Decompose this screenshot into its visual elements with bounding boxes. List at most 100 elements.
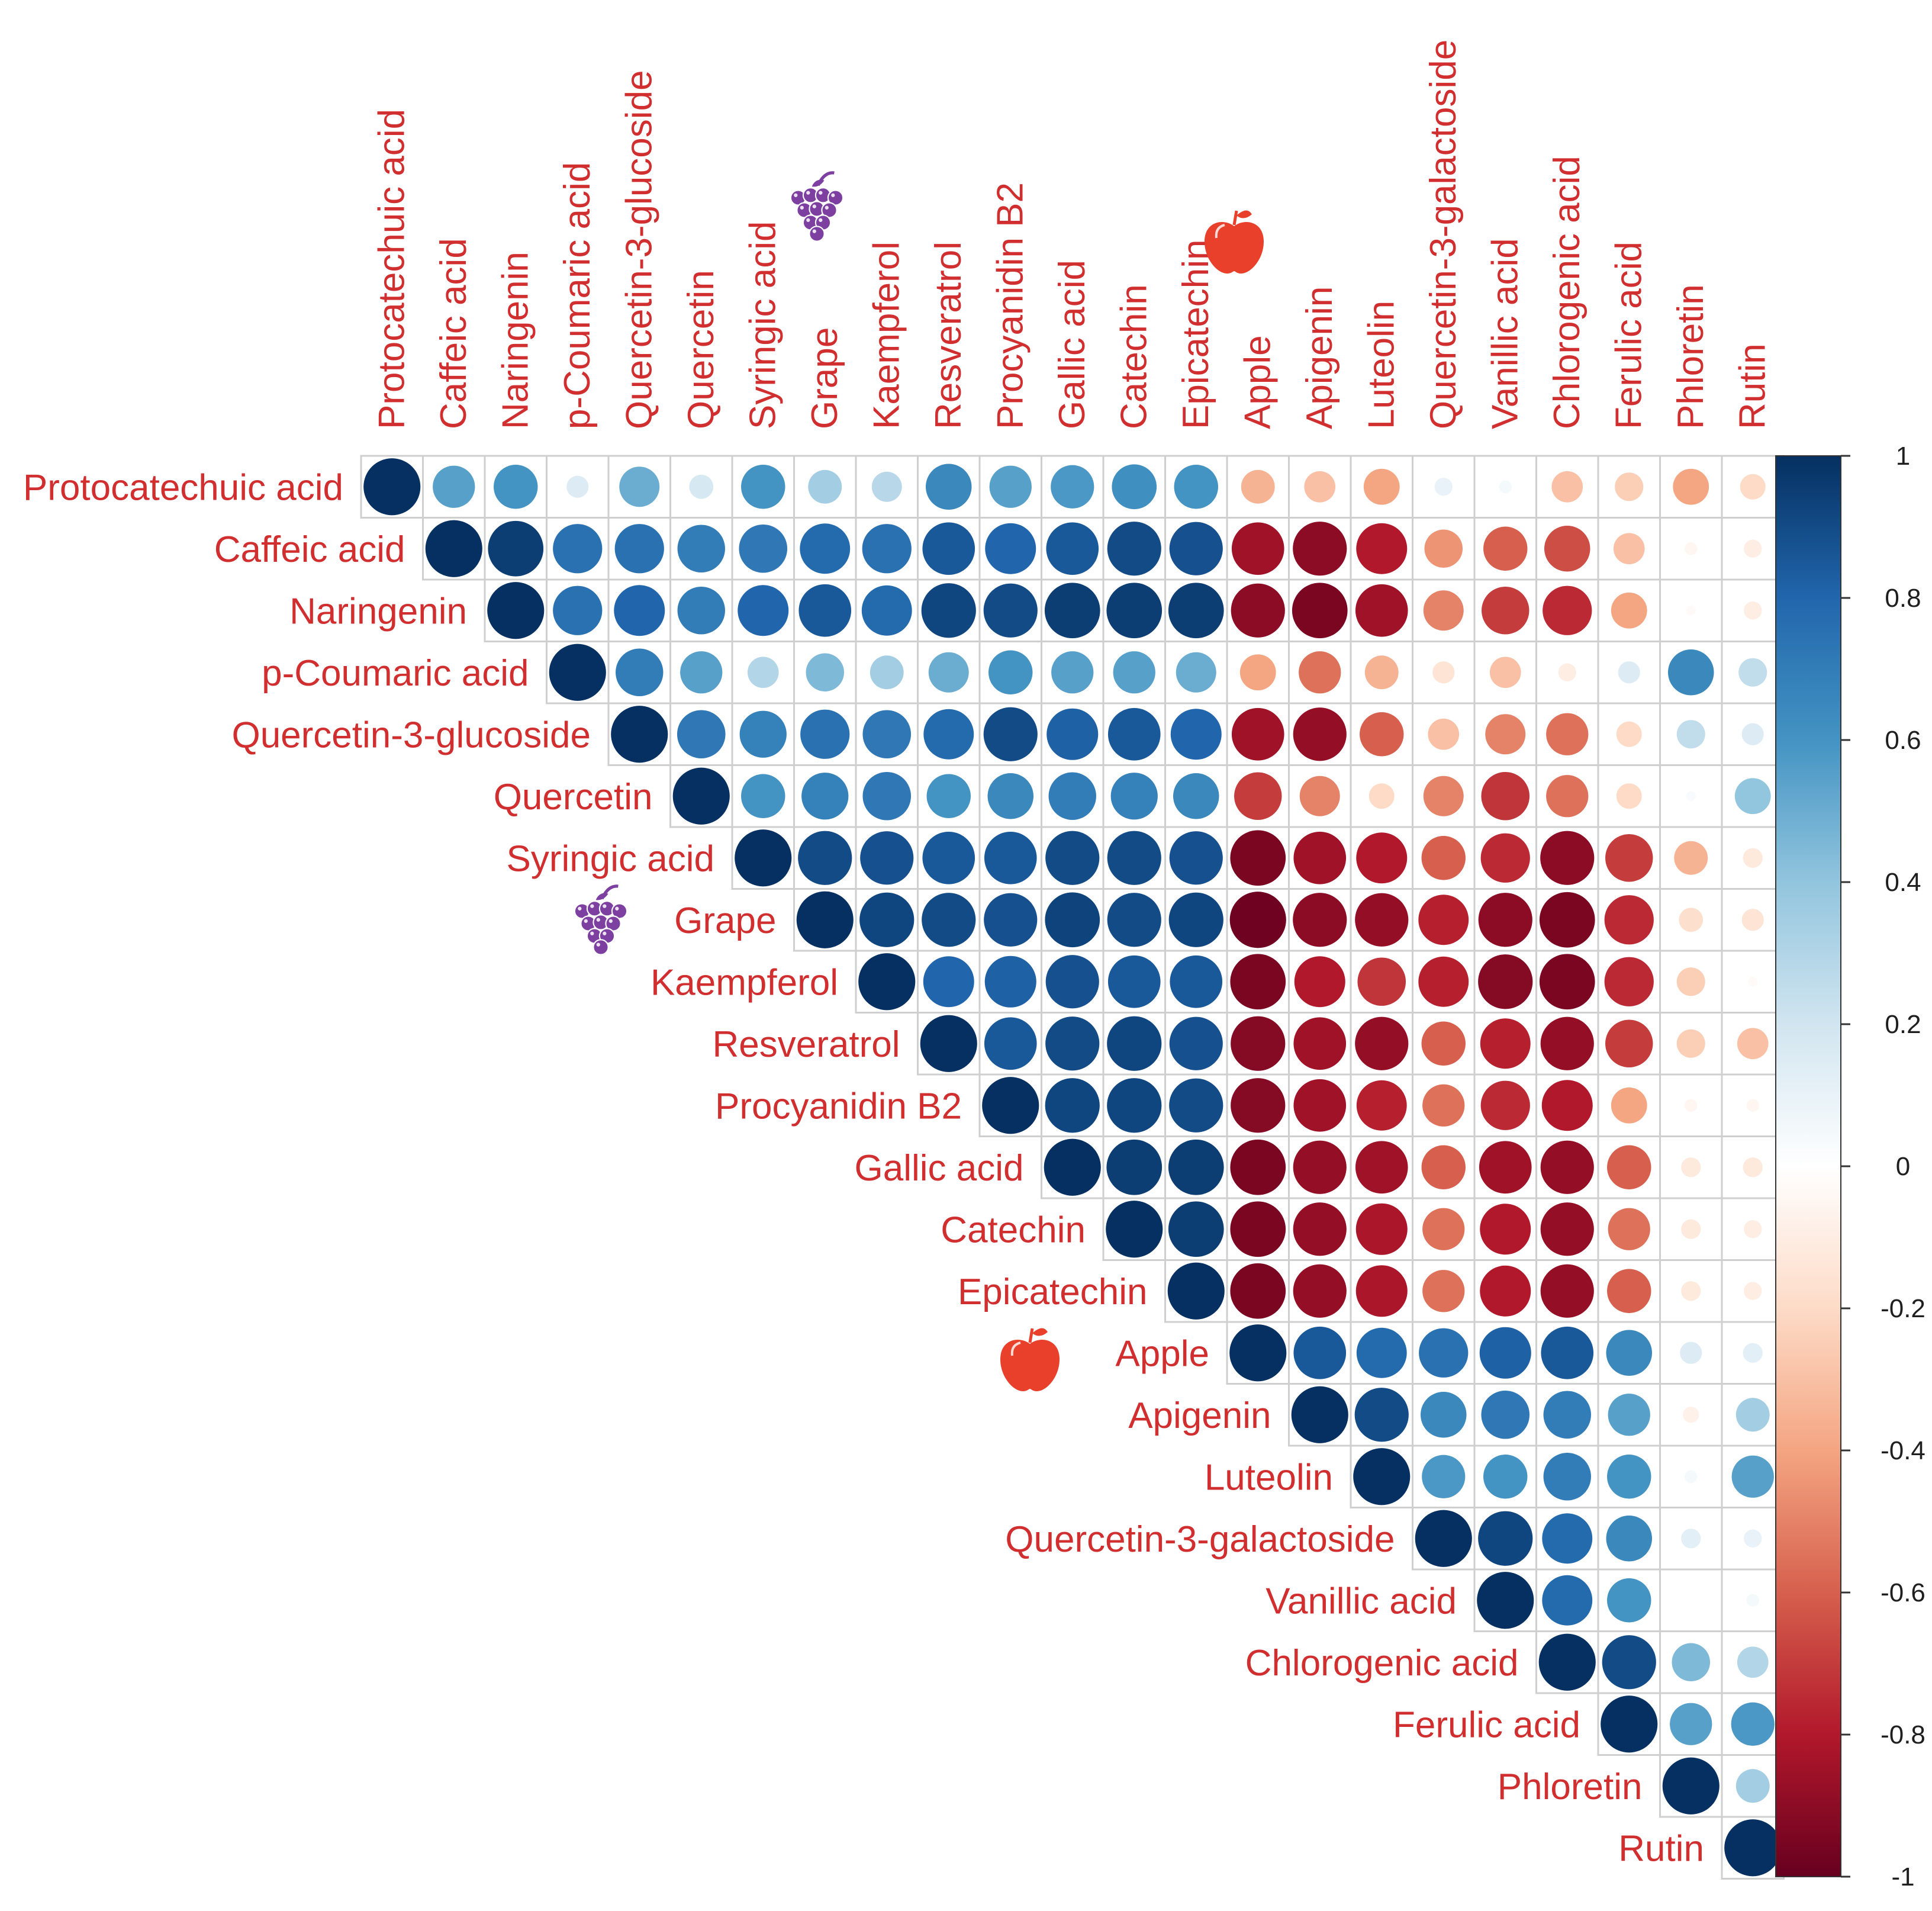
corr-circle-syringic-acid-gallic-acid <box>1045 831 1100 885</box>
corr-circle-epicatechin-phloretin <box>1681 1281 1701 1301</box>
corr-circle-phloretin-phloretin <box>1662 1757 1720 1815</box>
corr-circle-p-coumaric-acid-vanillic-acid <box>1489 657 1521 689</box>
row-label-kaempferol: Kaempferol <box>651 962 838 1003</box>
corr-circle-procyanidin-b2-chlorogenic-acid <box>1541 1080 1593 1131</box>
grape-icon <box>574 884 628 956</box>
column-label-phloretin: Phloretin <box>1670 284 1711 429</box>
corr-circle-quercetin-3-glucoside-epicatechin <box>1170 709 1222 760</box>
corr-circle-vanillic-acid-rutin <box>1746 1594 1759 1607</box>
corr-circle-rutin-rutin <box>1724 1819 1782 1877</box>
corr-circle-ferulic-acid-rutin <box>1731 1702 1775 1746</box>
corr-circle-grape-grape <box>796 891 854 948</box>
corr-circle-caffeic-acid-vanillic-acid <box>1483 526 1528 571</box>
corr-circle-naringenin-vanillic-acid <box>1482 587 1530 635</box>
corr-circle-chlorogenic-acid-chlorogenic-acid <box>1538 1633 1596 1691</box>
row-label-ferulic-acid: Ferulic acid <box>1393 1704 1580 1745</box>
corr-circle-naringenin-phloretin <box>1686 605 1696 616</box>
corr-circle-syringic-acid-quercetin-3-galactoside <box>1421 836 1466 880</box>
corr-circle-gallic-acid-epicatechin <box>1168 1139 1224 1195</box>
corr-circle-luteolin-vanillic-acid <box>1483 1455 1528 1499</box>
corr-circle-protocatechuic-acid-procyanidin-b2 <box>989 465 1032 508</box>
row-label-procyanidin-b2: Procyanidin B2 <box>715 1086 962 1127</box>
corr-circle-quercetin-3-glucoside-apple <box>1231 707 1284 761</box>
corr-circle-epicatechin-rutin <box>1744 1282 1762 1300</box>
corr-circle-grape-luteolin <box>1355 893 1409 947</box>
corr-circle-luteolin-luteolin <box>1353 1448 1411 1505</box>
corr-circle-procyanidin-b2-rutin <box>1746 1099 1759 1112</box>
corr-circle-gallic-acid-ferulic-acid <box>1607 1145 1651 1189</box>
corr-circle-apple-chlorogenic-acid <box>1541 1326 1594 1379</box>
corr-circle-p-coumaric-acid-quercetin-3-galactoside <box>1432 661 1455 684</box>
column-label-quercetin: Quercetin <box>681 270 722 429</box>
colorbar-tick-label: 0.6 <box>1885 726 1921 755</box>
corr-circle-kaempferol-catechin <box>1107 955 1161 1008</box>
colorbar-tick-label: 0.2 <box>1885 1010 1921 1039</box>
corr-circle-naringenin-p-coumaric-acid <box>553 585 603 635</box>
apple-icon <box>1205 210 1264 274</box>
corr-circle-protocatechuic-acid-gallic-acid <box>1051 465 1094 509</box>
corr-circle-caffeic-acid-naringenin <box>488 520 544 577</box>
corr-circle-naringenin-apigenin <box>1292 583 1348 639</box>
corr-circle-protocatechuic-acid-ferulic-acid <box>1615 472 1644 501</box>
corr-circle-syringic-acid-syringic-acid <box>735 829 792 887</box>
group-icons <box>574 171 1264 1391</box>
corr-circle-syringic-acid-vanillic-acid <box>1480 833 1530 883</box>
corr-circle-p-coumaric-acid-resveratrol <box>928 652 969 693</box>
corr-circle-resveratrol-catechin <box>1107 1016 1162 1071</box>
corr-circle-quercetin-3-glucoside-procyanidin-b2 <box>983 707 1038 761</box>
corr-circle-procyanidin-b2-epicatechin <box>1169 1078 1223 1133</box>
corr-circle-epicatechin-apigenin <box>1293 1264 1347 1318</box>
corr-circle-naringenin-rutin <box>1744 601 1762 620</box>
column-label-apigenin: Apigenin <box>1299 287 1340 429</box>
color-bar-ticks: 1 0.8 0.6 0.4 0.2 0 -0.2 -0.4 -0.6 -0.8 -1 <box>1841 442 1925 1891</box>
corr-circle-kaempferol-epicatechin <box>1170 955 1223 1008</box>
corr-circle-gallic-acid-gallic-acid <box>1044 1138 1101 1196</box>
corr-circle-quercetin-luteolin <box>1368 783 1395 809</box>
corr-circle-caffeic-acid-procyanidin-b2 <box>985 523 1036 574</box>
corr-circle-chlorogenic-acid-ferulic-acid <box>1602 1635 1656 1690</box>
column-label-grape: Grape <box>804 327 845 429</box>
corr-circle-quercetin-phloretin <box>1686 791 1696 802</box>
grape-icon <box>790 171 844 242</box>
corr-circle-grape-catechin <box>1107 893 1161 947</box>
corr-circle-grape-procyanidin-b2 <box>984 893 1038 947</box>
corr-circle-protocatechuic-acid-resveratrol <box>925 464 972 510</box>
row-label-p-coumaric-acid: p-Coumaric acid <box>262 653 529 694</box>
corr-circle-apple-vanillic-acid <box>1479 1327 1531 1379</box>
corr-circle-naringenin-chlorogenic-acid <box>1543 585 1592 635</box>
corr-circle-resveratrol-quercetin-3-galactoside <box>1421 1021 1466 1066</box>
corr-circle-naringenin-ferulic-acid <box>1611 592 1647 629</box>
corr-circle-p-coumaric-acid-catechin <box>1113 651 1155 694</box>
corr-circle-quercetin-3-galactoside-vanillic-acid <box>1478 1511 1533 1566</box>
corr-circle-caffeic-acid-phloretin <box>1685 542 1698 555</box>
corr-circle-syringic-acid-luteolin <box>1356 832 1408 884</box>
corr-circle-resveratrol-apple <box>1231 1016 1286 1071</box>
corr-circle-caffeic-acid-rutin <box>1744 539 1762 558</box>
corr-circle-p-coumaric-acid-quercetin <box>680 651 723 694</box>
corr-circle-protocatechuic-acid-apple <box>1241 469 1275 504</box>
corr-circle-grape-rutin <box>1741 909 1764 931</box>
corr-circle-catechin-epicatechin <box>1168 1201 1224 1257</box>
corr-circle-quercetin-3-glucoside-gallic-acid <box>1046 708 1099 760</box>
corr-circle-vanillic-acid-vanillic-acid <box>1477 1572 1534 1629</box>
column-label-syringic-acid: Syringic acid <box>742 221 783 429</box>
corr-circle-p-coumaric-acid-quercetin-3-glucoside <box>616 648 664 696</box>
corr-circle-apple-ferulic-acid <box>1606 1330 1653 1376</box>
cell-vanillic-acid-phloretin <box>1659 1568 1723 1632</box>
corr-circle-apigenin-rutin <box>1735 1398 1770 1432</box>
colorbar-tick-label: 0.4 <box>1885 868 1921 897</box>
corr-circle-p-coumaric-acid-chlorogenic-acid <box>1558 663 1576 681</box>
corr-circle-p-coumaric-acid-epicatechin <box>1176 652 1216 693</box>
corr-circle-catechin-phloretin <box>1681 1219 1701 1239</box>
corr-circle-syringic-acid-phloretin <box>1674 841 1708 875</box>
corr-circle-grape-resveratrol <box>922 893 976 947</box>
corr-circle-quercetin-apple <box>1234 772 1282 820</box>
corr-circle-quercetin-3-glucoside-luteolin <box>1360 712 1404 757</box>
corr-circle-kaempferol-gallic-acid <box>1045 955 1099 1009</box>
corr-circle-quercetin-rutin <box>1734 778 1771 815</box>
corr-circle-apigenin-vanillic-acid <box>1481 1390 1530 1439</box>
corr-circle-apple-apple <box>1229 1324 1287 1382</box>
corr-circle-catechin-ferulic-acid <box>1608 1208 1650 1250</box>
corr-circle-caffeic-acid-apigenin <box>1293 522 1347 576</box>
column-label-ferulic-acid: Ferulic acid <box>1608 242 1649 429</box>
